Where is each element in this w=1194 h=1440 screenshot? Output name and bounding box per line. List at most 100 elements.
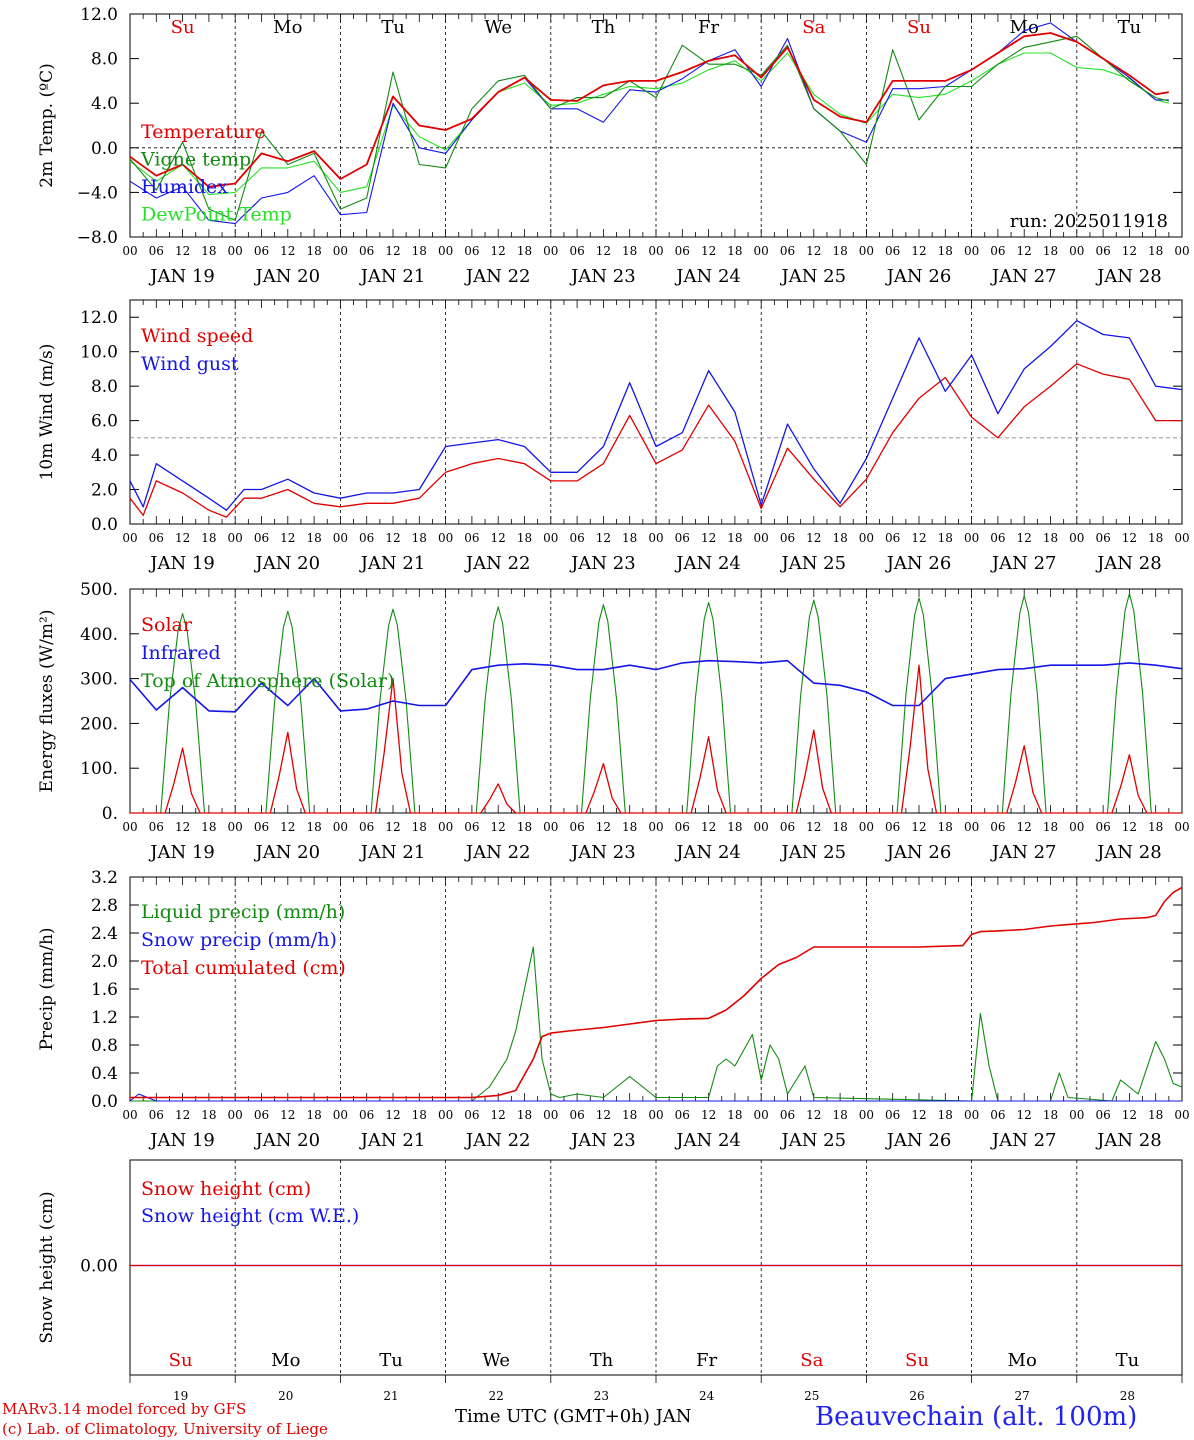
hour-tick-label: 00 [543, 820, 558, 834]
hour-tick-label: 00 [1174, 820, 1189, 834]
hour-tick-label: 06 [1095, 244, 1110, 258]
hour-tick-label: 12 [596, 244, 611, 258]
hour-tick-label: 18 [412, 1108, 427, 1122]
hour-tick-label: 12 [491, 820, 506, 834]
date-label: JAN 25 [780, 1130, 847, 1151]
hour-tick-label: 18 [938, 820, 953, 834]
hour-tick-label: 18 [727, 244, 742, 258]
day-number-label: 19 [173, 1389, 188, 1403]
y-tick-label: 2.0 [91, 481, 118, 501]
y-axis-label: 2m Temp. (ºC) [37, 63, 57, 188]
hour-tick-label: 12 [806, 1108, 821, 1122]
hour-tick-label: 00 [754, 820, 769, 834]
date-label: JAN 26 [885, 553, 952, 574]
hour-tick-label: 00 [333, 531, 348, 545]
day-number-label: 21 [383, 1389, 398, 1403]
y-tick-label: 500. [80, 580, 118, 600]
hour-tick-label: 12 [701, 820, 716, 834]
hour-tick-label: 18 [727, 820, 742, 834]
hour-tick-label: 18 [306, 820, 321, 834]
y-tick-label: 3.2 [91, 868, 118, 888]
hour-tick-label: 12 [911, 531, 926, 545]
date-label: JAN 24 [674, 842, 741, 863]
hour-tick-label: 18 [412, 244, 427, 258]
hour-tick-label: 18 [517, 1108, 532, 1122]
weekday-label: Mo [1010, 17, 1039, 38]
y-axis-label: Precip (mm/h) [37, 927, 57, 1050]
hour-tick-label: 18 [1043, 531, 1058, 545]
hour-tick-label: 00 [543, 531, 558, 545]
y-tick-label: 400. [80, 625, 118, 645]
day-number-label: 20 [278, 1389, 293, 1403]
hour-tick-label: 00 [754, 1108, 769, 1122]
hour-tick-label: 00 [859, 244, 874, 258]
hour-tick-label: 18 [1148, 531, 1163, 545]
date-label: JAN 21 [359, 266, 426, 287]
weekday-label: Th [592, 17, 616, 38]
hour-tick-label: 18 [1148, 244, 1163, 258]
hour-tick-label: 06 [359, 820, 374, 834]
y-tick-label: 12.0 [80, 5, 118, 25]
date-label: JAN 22 [464, 842, 531, 863]
hour-tick-label: 18 [938, 531, 953, 545]
date-label: JAN 26 [885, 266, 952, 287]
date-label: JAN 23 [569, 266, 636, 287]
date-label: JAN 19 [148, 1130, 215, 1151]
hour-tick-label: 06 [990, 244, 1005, 258]
panel-3: 00 06 12 18 00 06 12 18 00 06 12 18 00 06 12 18 00 06 12 18… [37, 580, 1190, 863]
hour-tick-label: 00 [859, 820, 874, 834]
y-tick-label: 0.8 [91, 1036, 118, 1056]
hour-tick-label: 00 [1069, 820, 1084, 834]
hour-tick-label: 00 [648, 820, 663, 834]
series-line [129, 320, 1183, 511]
hour-tick-label: 18 [1043, 244, 1058, 258]
weekday-label: Mo [273, 17, 302, 38]
hour-tick-label: 12 [806, 820, 821, 834]
legend-entry: Humidex [141, 176, 228, 198]
legend-entry: Temperature [141, 121, 265, 143]
hour-tick-label: 00 [1069, 531, 1084, 545]
hour-tick-label: 00 [1174, 244, 1189, 258]
hour-tick-label: 00 [438, 820, 453, 834]
y-tick-label: 1.2 [91, 1008, 118, 1028]
hour-tick-label: 18 [938, 1108, 953, 1122]
hour-tick-label: 18 [832, 1108, 847, 1122]
weekday-label: Su [171, 17, 195, 38]
y-tick-label: 8.0 [91, 377, 118, 397]
hour-tick-label: 12 [806, 531, 821, 545]
hour-tick-label: 18 [517, 820, 532, 834]
model-credit: MARv3.14 model forced by GFS [2, 1400, 247, 1418]
y-tick-label: 0.0 [91, 139, 118, 159]
hour-tick-label: 06 [254, 244, 269, 258]
weekday-label: We [482, 1350, 510, 1371]
legend-entry: Snow height (cm W.E.) [141, 1205, 359, 1227]
hour-tick-label: 18 [727, 1108, 742, 1122]
hour-tick-label: 12 [701, 1108, 716, 1122]
hour-tick-label: 00 [228, 244, 243, 258]
hour-tick-label: 18 [727, 531, 742, 545]
weekday-label: Tu [379, 1350, 403, 1371]
lab-credit: (c) Lab. of Climatology, University of L… [2, 1420, 328, 1438]
hour-tick-label: 06 [359, 1108, 374, 1122]
hour-tick-label: 06 [780, 244, 795, 258]
legend-entry: Snow height (cm) [141, 1178, 311, 1200]
hour-tick-label: 12 [1122, 820, 1137, 834]
series-line [130, 886, 1183, 1099]
hour-tick-label: 18 [412, 820, 427, 834]
y-axis-label: 10m Wind (m/s) [37, 344, 57, 481]
hour-tick-label: 18 [412, 531, 427, 545]
hour-tick-label: 12 [701, 531, 716, 545]
hour-tick-label: 12 [280, 820, 295, 834]
run-annotation: run: 2025011918 [1010, 211, 1168, 232]
hour-tick-label: 12 [175, 820, 190, 834]
series-line [129, 35, 1169, 221]
hour-tick-label: 06 [149, 244, 164, 258]
y-tick-label: 2.8 [91, 896, 118, 916]
day-number-label: 26 [909, 1389, 924, 1403]
hour-tick-label: 00 [859, 1108, 874, 1122]
hour-tick-label: 06 [885, 1108, 900, 1122]
day-number-label: 25 [804, 1389, 819, 1403]
hour-tick-label: 18 [306, 1108, 321, 1122]
hour-tick-label: 00 [122, 1108, 137, 1122]
hour-tick-label: 12 [596, 1108, 611, 1122]
